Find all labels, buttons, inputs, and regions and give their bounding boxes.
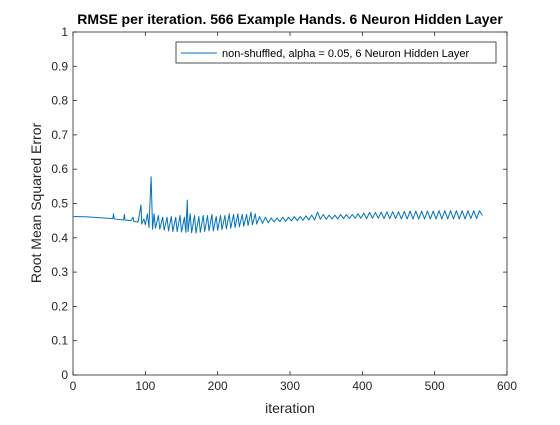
axis-ticks: 0 100 200 300 400 500 600 0 0.1 0.2 0.3 0.4 0.5 0.6 0.… — [51, 25, 517, 393]
legend: non-shuffled, alpha = 0.05, 6 Neuron Hid… — [175, 41, 497, 64]
y-tick-label: 0.6 — [51, 162, 68, 176]
y-axis-label: Root Mean Squared Error — [28, 123, 44, 284]
x-tick-label: 300 — [280, 379, 300, 393]
x-tick-label: 600 — [497, 379, 517, 393]
y-tick-label: 0.8 — [51, 94, 68, 108]
legend-label: non-shuffled, alpha = 0.05, 6 Neuron Hid… — [222, 48, 470, 60]
legend-box — [175, 41, 497, 64]
plot-area — [72, 31, 508, 376]
y-tick-label: 0 — [61, 368, 68, 382]
y-tick-label: 0.9 — [51, 59, 68, 73]
series-line-0 — [73, 176, 483, 234]
x-tick-label: 500 — [425, 379, 445, 393]
x-tick-label: 0 — [70, 379, 77, 393]
y-tick-label: 0.4 — [51, 231, 68, 245]
x-tick-label: 400 — [352, 379, 372, 393]
x-axis-label: iteration — [265, 400, 315, 416]
y-tick-label: 0.2 — [51, 299, 68, 313]
x-tick-label: 100 — [135, 379, 155, 393]
y-tick-label: 0.5 — [51, 197, 68, 211]
data-series — [73, 176, 483, 234]
x-tick-label: 200 — [208, 379, 228, 393]
y-tick-label: 1 — [61, 25, 68, 39]
y-tick-label: 0.3 — [51, 265, 68, 279]
y-tick-label: 0.7 — [51, 128, 68, 142]
y-tick-label: 0.1 — [51, 334, 68, 348]
chart-title: RMSE per iteration. 566 Example Hands. 6… — [77, 11, 503, 27]
